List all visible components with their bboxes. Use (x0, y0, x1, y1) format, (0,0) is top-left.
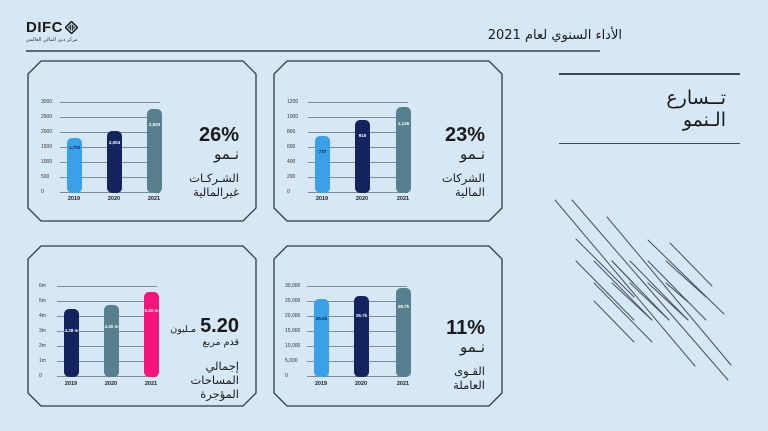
card-financial-companies: 1200 1000 800 600 400 200 0 737 915 1,12… (273, 60, 503, 222)
growth-percent: 23% (444, 124, 485, 146)
bar-2021 (396, 107, 411, 193)
gridline (308, 117, 408, 119)
bar-chart-non-financial: 3000 2500 2000 1500 1000 500 0 1,700 2,0… (41, 99, 162, 202)
growth-percent: 11% (446, 317, 485, 339)
growth-label: نـمو (214, 145, 239, 163)
bar-2021 (396, 288, 411, 377)
leased-space-value: 5.20 (200, 315, 239, 337)
stat-label-line1: القـوى (454, 364, 485, 378)
stat-block: 26% نـمو الشـركـات غيرالمالية (189, 124, 239, 199)
difc-logo: DIFC مركز دبي المالي العالمي (26, 20, 86, 43)
card-leased-space: 6m 5m 4m 3m 2m 1m 0 4.28 m 4.40 m 5.20 m… (27, 245, 257, 407)
page-title: الأداء السنوي لعام 2021 (487, 28, 622, 43)
bar-2019 (315, 136, 330, 193)
stat-label-line1: الشركات (441, 171, 485, 185)
stat-label-line2: غيرالمالية (193, 185, 239, 199)
header-divider (26, 50, 600, 52)
growth-label: نـمو (460, 145, 485, 163)
stat-label-line2: المالية (455, 185, 485, 199)
section-title-line2: الـنمو (682, 108, 726, 131)
bar-2019 (64, 309, 79, 377)
gridline (60, 102, 160, 104)
gridline (308, 102, 408, 104)
divider-bottom (559, 142, 740, 144)
bar-2020 (354, 296, 369, 377)
gridline (60, 117, 160, 119)
card-frame (27, 60, 257, 222)
stat-block: مـليون 5.20 قدم مربع إجمالي المساحات الم… (170, 315, 239, 401)
logo-subtitle: مركز دبي المالي العالمي (26, 37, 78, 43)
card-non-financial-companies: 3000 2500 2000 1500 1000 500 0 1,700 2,0… (27, 60, 257, 222)
bar-2021 (144, 292, 159, 377)
gridline (307, 286, 407, 288)
bar-2019 (67, 138, 82, 193)
divider-top (559, 73, 740, 75)
growth-percent: 26% (198, 124, 239, 146)
growth-section-title: تــسارع الـنمو (559, 73, 740, 144)
gridline (57, 301, 157, 303)
bar-chart-financial: 1200 1000 800 600 400 200 0 737 915 1,12… (287, 99, 411, 202)
stat-label-line3: المؤجرة (200, 387, 239, 401)
stat-block: 23% نـمو الشركات المالية (442, 124, 485, 199)
card-workforce: 30,000 25,000 20,000 15,000 10,000 5,000… (273, 245, 503, 407)
diamond-logo-icon (65, 21, 78, 34)
growth-label: نـمو (460, 338, 485, 356)
section-title-line1: تــسارع (666, 86, 726, 109)
gridline (57, 286, 157, 288)
bar-2020 (107, 131, 122, 193)
bar-2020 (104, 305, 119, 377)
bar-chart-leased-space: 6m 5m 4m 3m 2m 1m 0 4.28 m 4.40 m 5.20 m… (39, 283, 159, 387)
bar-2019 (314, 299, 329, 377)
decorative-lines-graphic (554, 199, 732, 381)
unit-sub-label: قدم مربع (202, 337, 239, 348)
unit-label: مـليون (170, 324, 197, 335)
bar-chart-workforce: 30,000 25,000 20,000 15,000 10,000 5,000… (285, 283, 411, 387)
stat-label-line2: المساحات (190, 373, 239, 387)
stat-label-line1: الشـركـات (189, 171, 239, 185)
card-frame (273, 60, 503, 222)
stat-label-line2: العاملة (453, 378, 485, 392)
stat-label-line1: إجمالي (205, 359, 239, 373)
bar-2020 (355, 120, 370, 193)
stat-block: 11% نـمو القـوى العاملة (446, 317, 485, 392)
logo-text: DIFC (26, 19, 63, 36)
bar-2021 (147, 109, 162, 193)
